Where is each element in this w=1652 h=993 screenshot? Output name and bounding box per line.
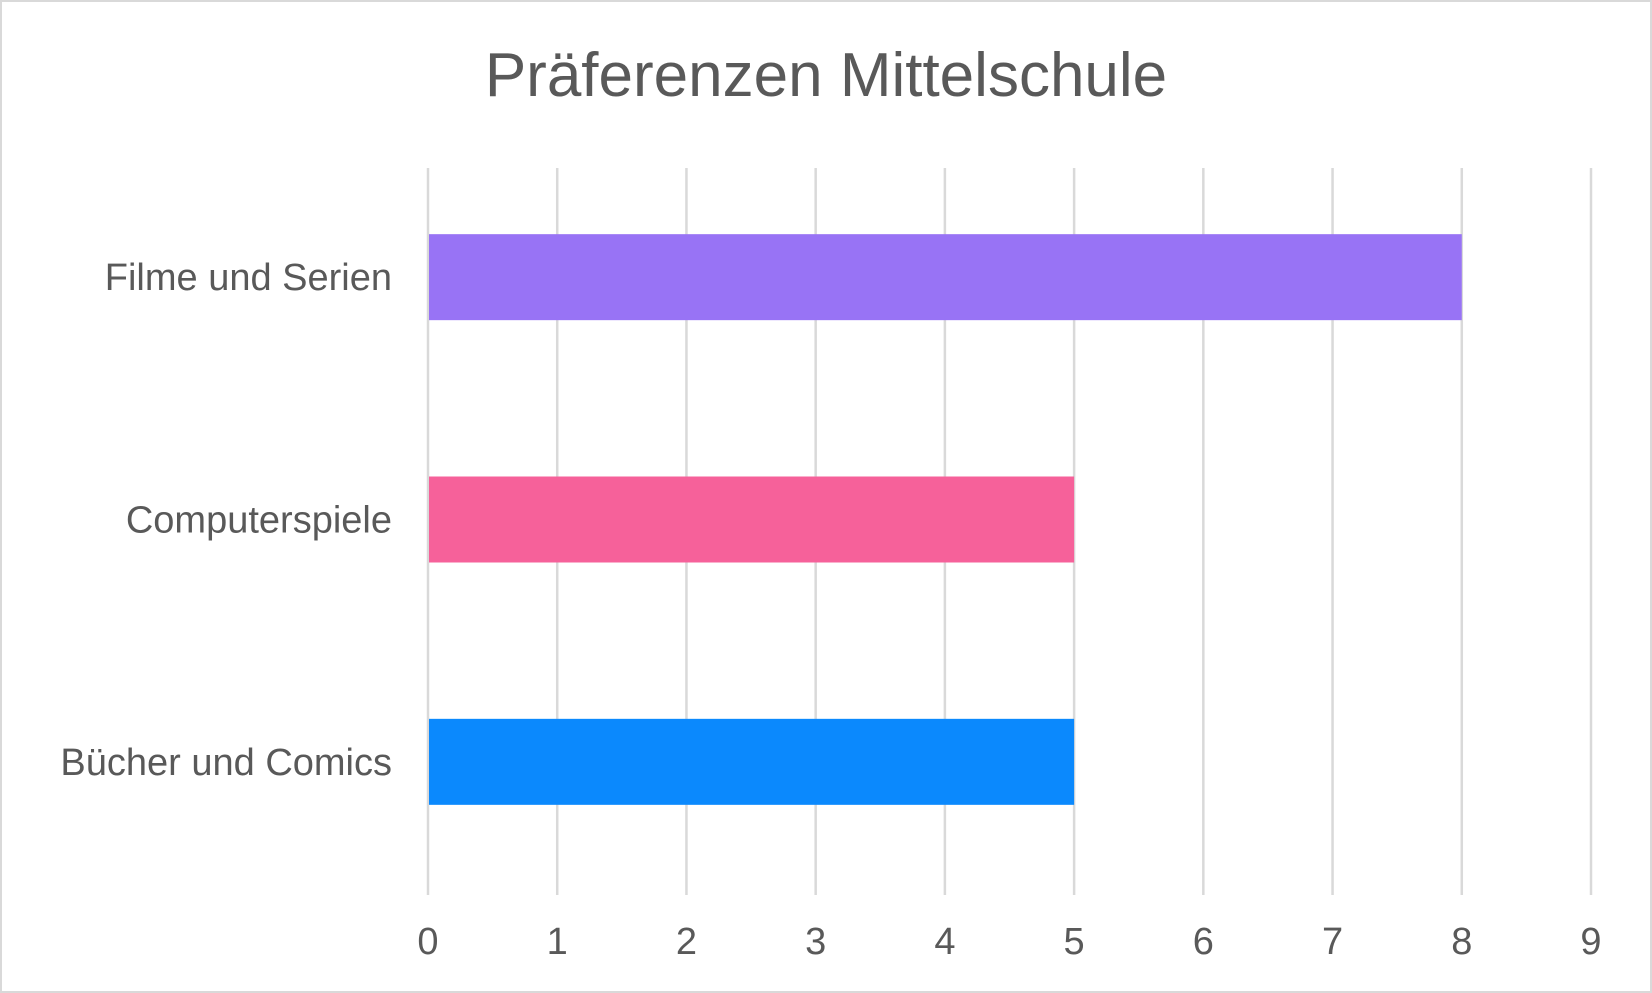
bar-1 <box>429 234 1462 321</box>
bar-3 <box>429 718 1075 805</box>
x-tick-label-3: 3 <box>805 921 826 963</box>
bar-2 <box>429 476 1075 563</box>
x-tick-label-5: 5 <box>1064 921 1085 963</box>
x-tick-label-7: 7 <box>1322 921 1343 963</box>
x-tick-label-8: 8 <box>1451 921 1472 963</box>
x-tick-labels: 0 1 2 3 4 5 6 7 8 9 <box>417 921 1601 963</box>
x-tick-label-4: 4 <box>934 921 955 963</box>
bars <box>429 234 1462 805</box>
category-label-1: Filme und Serien <box>105 257 392 299</box>
x-tick-label-9: 9 <box>1580 921 1601 963</box>
x-tick-label-1: 1 <box>547 921 568 963</box>
chart-title: Präferenzen Mittelschule <box>484 41 1168 110</box>
category-labels: Filme und Serien Computerspiele Bücher und… <box>60 257 392 784</box>
category-label-3: Bücher und Comics <box>60 742 392 784</box>
category-label-2: Computerspiele <box>126 500 392 542</box>
x-tick-label-2: 2 <box>676 921 697 963</box>
x-tick-label-0: 0 <box>417 921 438 963</box>
x-tick-label-6: 6 <box>1193 921 1214 963</box>
